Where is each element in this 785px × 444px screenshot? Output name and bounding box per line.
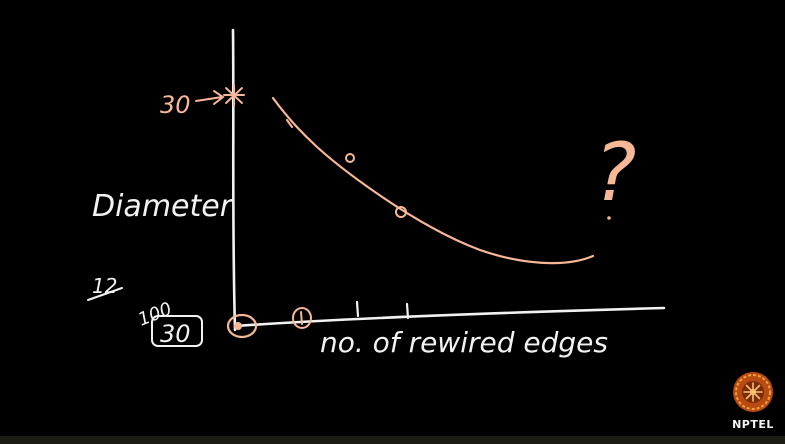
x-axis-tick [355,300,360,318]
circled-point-mark [300,311,303,325]
star-marker [223,84,245,107]
x-axis-line [234,306,666,328]
annotation-boxed-30: 30 [160,320,191,348]
y-tick-arrow [195,90,225,105]
x-axis-tick [405,302,410,320]
circled-point [292,307,312,329]
fraction-bar [87,287,123,301]
x-axis-label: no. of rewired edges [320,326,608,359]
bottom-strip [0,436,785,444]
question-mark-dot [607,216,611,220]
nptel-logo-text: NPTEL [732,418,774,431]
origin-point [234,322,242,330]
diameter-curve [271,96,595,265]
nptel-logo-icon [733,372,773,412]
y-axis-label: Diameter [92,189,234,224]
y-tick-30-label: 30 [160,91,191,119]
data-point-circle [345,153,355,163]
data-point-circle [395,206,407,218]
question-mark: ? [594,126,636,219]
annotation-box [151,315,203,347]
origin-circle [226,313,258,339]
curve-mark [286,119,293,128]
y-axis-line [231,28,237,332]
